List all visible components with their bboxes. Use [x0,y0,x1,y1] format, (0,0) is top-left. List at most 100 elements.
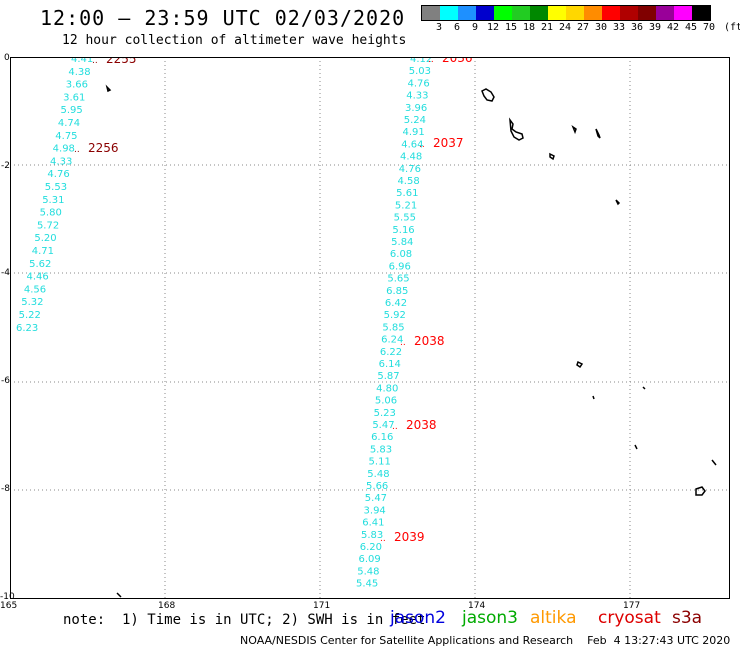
legend-label: 36 [630,22,644,33]
wave-height-value: 6.14 [379,359,401,370]
wave-height-value: 4.76 [399,164,421,175]
time-marker-dots: .. [400,338,406,348]
wave-height-value: 5.47 [372,420,394,431]
mission-label: s3a [672,608,703,628]
legend-label: 30 [594,22,608,33]
legend-label: 45 [684,22,698,33]
legend-swatch [440,6,458,20]
island-outline [592,395,595,400]
time-labels: .. 2255.. 2256.. 2036.. 2037.. 2038.. 2038.. 20… [74,57,473,544]
legend-label: 42 [666,22,680,33]
island-outline [116,592,122,598]
time-label: 2038 [406,418,437,432]
x-tick-label: 177 [623,601,641,611]
island-outline [509,117,524,141]
wave-height-value: 5.72 [37,220,59,231]
legend-label: 24 [558,22,572,33]
island-outline [105,84,112,93]
island-outline [642,386,646,390]
wave-height-value: 5.83 [370,444,392,455]
wave-height-value: 6.09 [359,554,381,565]
satellite-track-east: 4.125.034.764.333.965.244.914.644.484.76… [356,57,432,590]
legend-label: 33 [612,22,626,33]
wave-height-value: 5.16 [392,225,414,236]
wave-height-value: 5.85 [382,322,404,333]
wave-height-value: 4.33 [406,91,428,102]
legend-label: 70 [702,22,716,33]
island-outline [695,486,706,496]
wave-height-value: 4.48 [400,152,422,163]
island-outline [595,128,601,139]
time-marker-dots: .. [419,140,425,150]
wave-height-value: 5.62 [29,259,51,270]
wave-height-value: 6.08 [390,249,412,260]
legend-label: 9 [471,22,479,33]
legend-swatch [584,6,602,20]
wave-height-value: 4.74 [58,118,80,129]
time-label: 2256 [88,141,119,155]
wave-height-value: 5.47 [365,493,387,504]
map-border [10,57,730,599]
time-label: 2255 [106,57,137,66]
wave-height-value: 4.12 [410,57,432,65]
mission-label: jason2 [390,608,446,628]
map-gridlines [10,57,730,599]
legend-swatch [566,6,584,20]
wave-height-value: 6.24 [381,335,403,346]
wave-height-value: 3.94 [364,505,386,516]
time-marker-dots: .. [74,145,80,155]
legend-swatch [530,6,548,20]
y-tick-label: -4 [1,268,10,278]
wave-height-value: 4.46 [26,272,48,283]
wave-height-value: 5.55 [394,213,416,224]
x-tick-label: 171 [313,601,331,611]
wave-height-value: 4.38 [68,67,90,78]
wave-height-value: 6.16 [371,432,393,443]
time-label: 2037 [433,136,464,150]
time-label: 2038 [414,334,445,348]
wave-height-value: 5.83 [361,530,383,541]
island-outline [571,125,577,135]
wave-height-value: 5.48 [367,469,389,480]
wave-height-value: 5.31 [42,195,64,206]
wave-height-value: 4.76 [407,78,429,89]
legend-swatch [656,6,674,20]
island-outline [634,444,638,450]
wave-height-value: 5.23 [374,408,396,419]
wave-height-value: 6.85 [386,286,408,297]
legend-label: 3 [435,22,443,33]
legend-unit: (ft) [723,22,740,33]
wave-height-value: 5.66 [366,481,388,492]
island-outline [481,88,495,102]
wave-height-value: 4.75 [55,131,77,142]
legend-label: 21 [540,22,554,33]
y-tick-label: -6 [1,376,10,386]
time-label: 2036 [442,57,473,65]
wave-height-value: 5.80 [40,208,62,219]
legend-swatch [476,6,494,20]
wave-height-value: 4.58 [397,176,419,187]
wave-height-value: 4.76 [47,169,69,180]
legend-label: 18 [522,22,536,33]
wave-height-value: 5.06 [375,396,397,407]
wave-height-value: 5.21 [395,200,417,211]
legend-label: 12 [486,22,500,33]
wave-height-value: 4.64 [401,139,423,150]
legend-swatch [692,6,710,20]
legend-swatch [494,6,512,20]
wave-height-value: 5.03 [409,66,431,77]
wave-height-value: 3.96 [405,103,427,114]
wave-height-value: 5.84 [391,237,413,248]
y-tick-label: -2 [1,161,10,171]
wave-height-value: 5.95 [61,105,83,116]
mission-label: altika [530,608,577,628]
wave-height-value: 4.41 [71,57,93,65]
wave-height-value: 5.65 [387,274,409,285]
wave-height-value: 6.41 [362,518,384,529]
wave-height-value: 4.91 [402,127,424,138]
color-legend [421,5,711,21]
wave-height-value: 4.80 [376,383,398,394]
page-title: 12:00 – 23:59 UTC 02/03/2020 [40,6,406,30]
legend-swatch [512,6,530,20]
y-tick-label: -10 [0,592,15,602]
